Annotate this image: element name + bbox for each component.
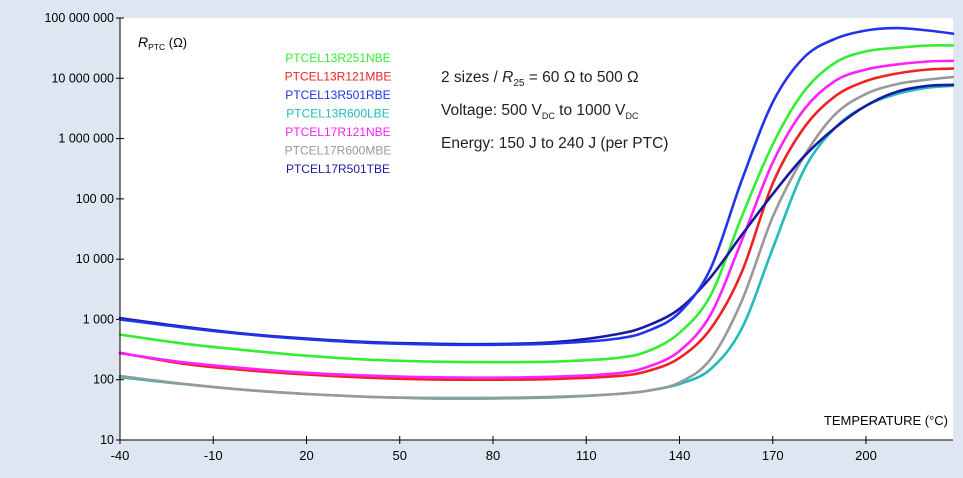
- x-tick-label: -40: [111, 448, 130, 463]
- y-tick-label: 10 000: [76, 252, 114, 266]
- x-axis-ticks: -40 -10 20 50 80 110 140 170 200: [111, 436, 877, 463]
- legend-entry: PTCEL17R501TBE: [286, 162, 390, 176]
- y-tick-label: 10 000 000: [51, 71, 114, 85]
- annotation-voltage: Voltage: 500 VDC to 1000 VDC: [441, 102, 639, 121]
- x-tick-label: 170: [762, 448, 784, 463]
- y-tick-label: 1 000 000: [58, 132, 114, 146]
- series-line-ptcel17r121nbe: [118, 59, 955, 380]
- annotation-energy: Energy: 150 J to 240 J (per PTC): [441, 135, 668, 152]
- y-tick-label: 1 000: [83, 312, 114, 326]
- legend-entry: PTCEL13R121MBE: [285, 70, 392, 84]
- annotation-sizes: 2 sizes / R25 = 60 Ω to 500 Ω: [441, 69, 639, 89]
- legend-entry: PTCEL13R600LBE: [286, 107, 389, 121]
- series-line-ptcel13r501rbe: [118, 26, 955, 347]
- y-tick-label: 10: [100, 433, 114, 447]
- x-tick-label: 20: [299, 448, 313, 463]
- x-tick-label: 140: [669, 448, 691, 463]
- legend-entry: PTCEL13R501RBE: [285, 88, 390, 102]
- y-tick-label: 100 00: [76, 192, 114, 206]
- x-axis-label: TEMPERATURE (°C): [824, 413, 948, 428]
- legend-entry: PTCEL13R251NBE: [285, 51, 390, 65]
- x-tick-label: 50: [393, 448, 407, 463]
- y-tick-label: 100 000 000: [44, 11, 114, 25]
- y-axis-label: RPTC (Ω): [138, 34, 187, 52]
- series-line-ptcel17r600mbe: [118, 75, 955, 400]
- x-tick-label: 80: [486, 448, 500, 463]
- x-tick-label: 200: [855, 448, 877, 463]
- series-layer: [118, 26, 955, 400]
- series-line-ptcel13r121mbe: [118, 67, 955, 382]
- legend: PTCEL13R251NBE PTCEL13R121MBE PTCEL13R501R…: [285, 51, 392, 176]
- x-tick-label: -10: [204, 448, 223, 463]
- legend-entry: PTCEL17R600MBE: [285, 144, 392, 158]
- series-line-ptcel13r251nbe: [118, 44, 955, 364]
- legend-entry: PTCEL17R121NBE: [285, 125, 390, 139]
- x-tick-label: 110: [576, 448, 597, 463]
- y-tick-label: 100: [93, 373, 114, 387]
- y-axis-ticks: 10 100 1 000 10 000 100 00 1 000 000 10 000 00…: [44, 11, 124, 447]
